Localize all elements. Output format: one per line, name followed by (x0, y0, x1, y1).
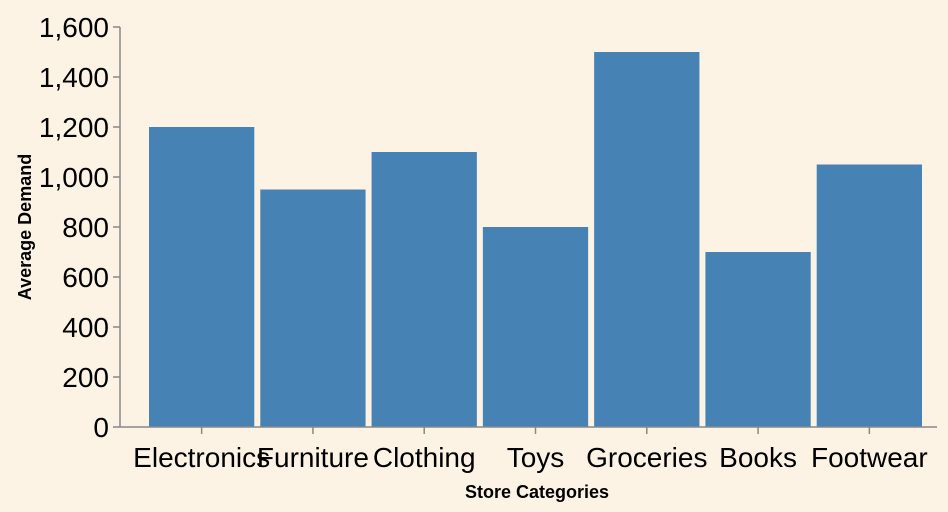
bar-groceries (594, 52, 700, 427)
x-tick-label-groceries: Groceries (586, 442, 707, 473)
y-tick-label: 0 (93, 412, 109, 443)
x-tick-label-footwear: Footwear (811, 442, 928, 473)
y-tick-label: 400 (62, 312, 109, 343)
y-tick-label: 1,000 (39, 162, 109, 193)
y-axis-title: Average Demand (15, 154, 35, 300)
x-tick-label-electronics: Electronics (133, 442, 270, 473)
y-tick-label: 600 (62, 262, 109, 293)
y-tick-label: 1,200 (39, 112, 109, 143)
x-tick-label-toys: Toys (507, 442, 565, 473)
bar-books (705, 252, 811, 427)
bar-electronics (149, 127, 255, 427)
y-tick-label: 1,600 (39, 12, 109, 43)
x-tick-label-furniture: Furniture (257, 442, 369, 473)
y-tick-label: 200 (62, 362, 109, 393)
x-tick-label-clothing: Clothing (373, 442, 476, 473)
x-tick-label-books: Books (719, 442, 797, 473)
bars-layer (149, 52, 922, 427)
bar-clothing (371, 152, 477, 427)
y-ticks: 0 200 400 600 800 1,000 1,200 1,400 1,600 (39, 12, 120, 443)
bar-furniture (260, 189, 366, 427)
y-tick-label: 1,400 (39, 62, 109, 93)
bar-footwear (816, 164, 922, 427)
y-tick-label: 800 (62, 212, 109, 243)
bar-toys (482, 227, 589, 427)
x-axis-title: Store Categories (465, 482, 609, 502)
